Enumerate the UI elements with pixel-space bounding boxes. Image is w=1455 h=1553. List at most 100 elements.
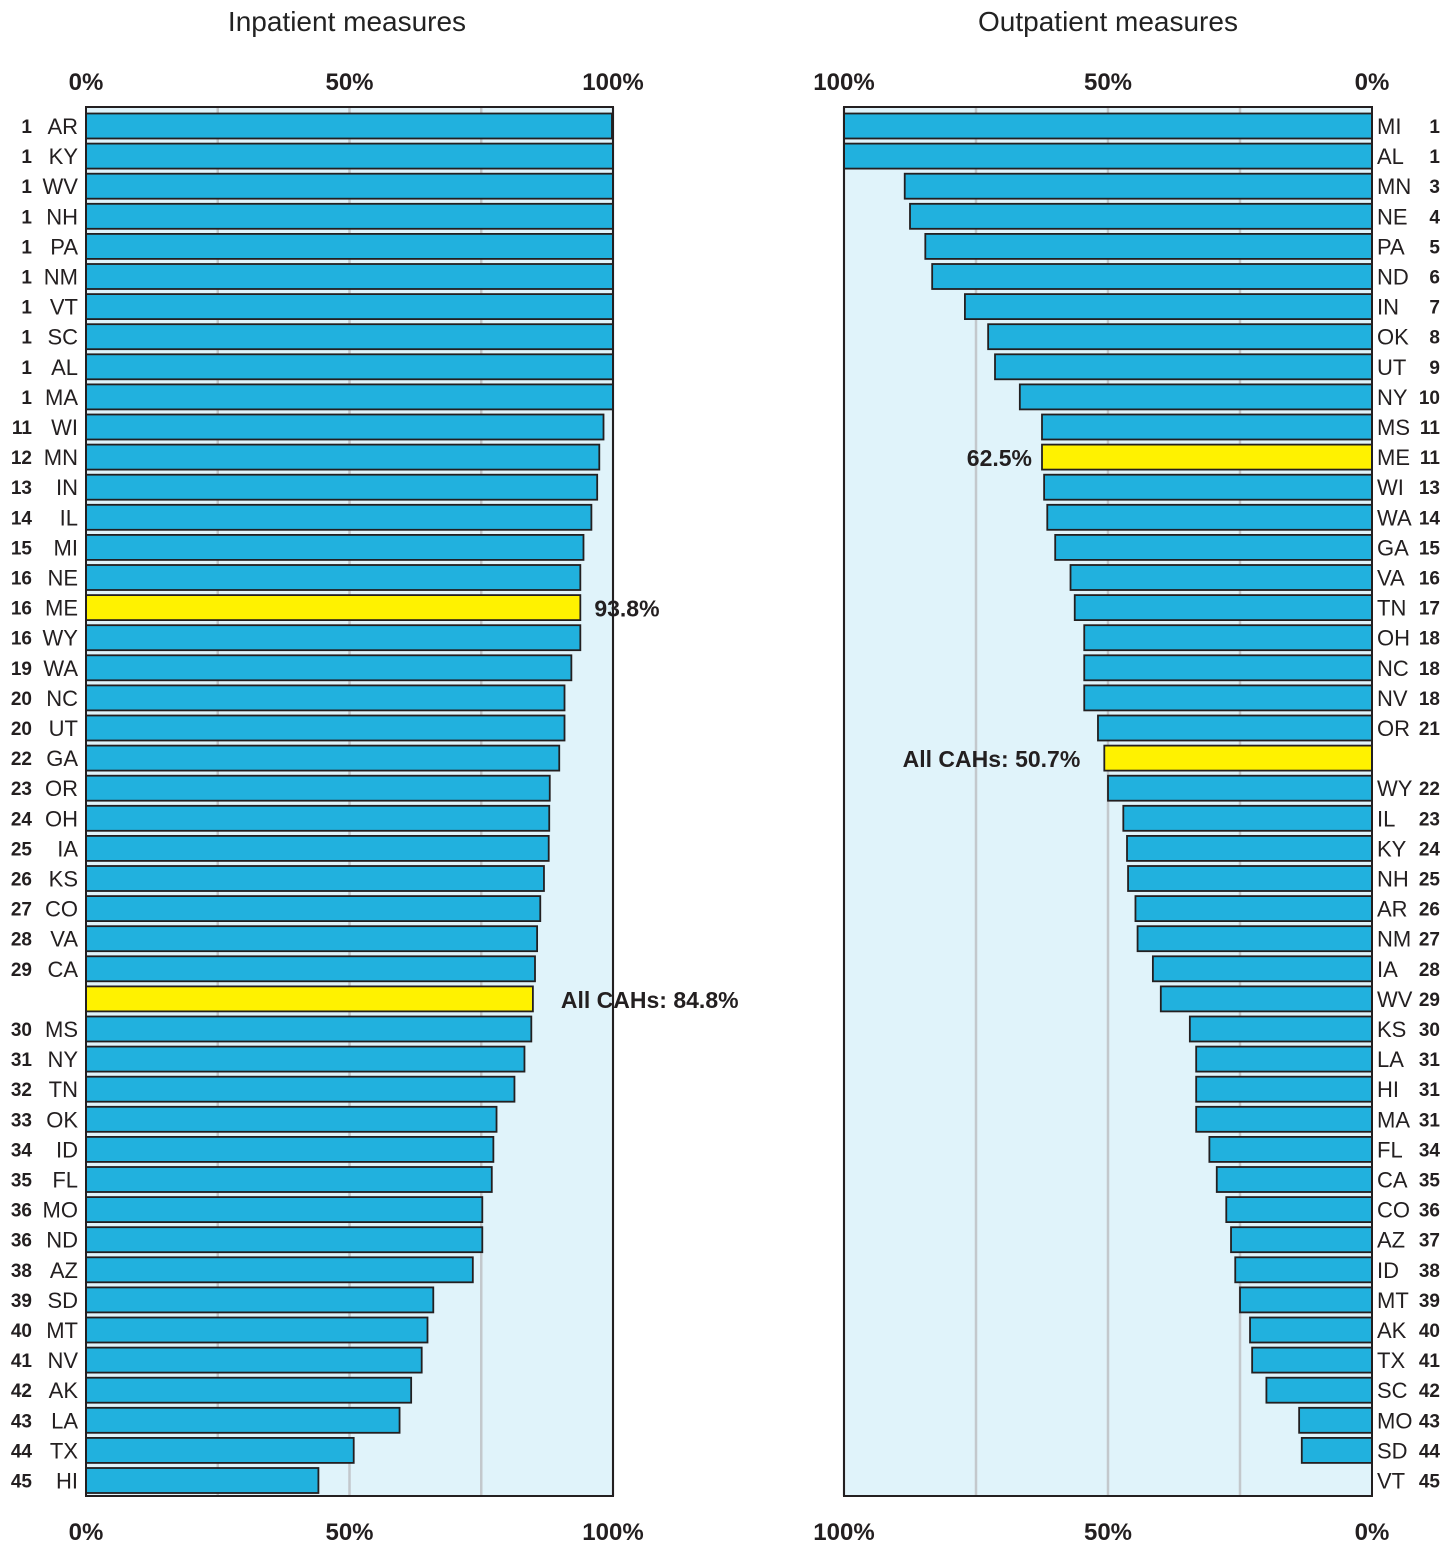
inpatient-rank-label: 1 <box>21 358 32 379</box>
outpatient-rank-label: 6 <box>1429 268 1440 289</box>
outpatient-bar <box>931 263 1373 290</box>
inpatient-bar <box>85 1136 495 1163</box>
outpatient-rank-label: 34 <box>1419 1140 1441 1161</box>
inpatient-bar <box>85 1346 423 1374</box>
outpatient-state-label: NY <box>1377 385 1408 410</box>
outpatient-rank-label: 18 <box>1419 629 1440 650</box>
inpatient-state-label: SD <box>47 1288 78 1313</box>
inpatient-bar <box>85 534 585 561</box>
inpatient-state-label: TN <box>49 1077 78 1102</box>
outpatient-state-label: SD <box>1377 1438 1408 1463</box>
outpatient-rank-label: 21 <box>1419 719 1441 740</box>
outpatient-bar <box>1054 534 1373 561</box>
outpatient-rank-label: 15 <box>1419 538 1441 559</box>
outpatient-state-label: NM <box>1377 927 1411 952</box>
inpatient-rank-label: 31 <box>11 1050 33 1071</box>
inpatient-bar <box>85 654 573 682</box>
inpatient-rank-label: 33 <box>11 1110 32 1131</box>
outpatient-rank-label: 28 <box>1419 960 1440 981</box>
inpatient-bar <box>85 1406 401 1434</box>
inpatient-state-label: ND <box>46 1228 78 1253</box>
inpatient-rank-label: 39 <box>11 1291 32 1312</box>
inpatient-bar <box>85 202 614 230</box>
inpatient-rank-label: 11 <box>12 418 33 439</box>
inpatient-rank-label: 16 <box>11 569 32 590</box>
outpatient-bar <box>903 172 1373 200</box>
inpatient-state-label: AK <box>49 1378 79 1403</box>
outpatient-bar <box>1083 684 1373 712</box>
inpatient-x-tick-label-bottom: 50% <box>325 1519 373 1546</box>
outpatient-rank-label: 11 <box>1420 418 1441 439</box>
inpatient-highlight-annotation: All CAHs: 84.8% <box>561 987 739 1013</box>
outpatient-rank-label: 9 <box>1429 358 1440 379</box>
outpatient-bar <box>1126 835 1373 862</box>
outpatient-bar <box>1127 865 1373 892</box>
inpatient-bar <box>85 293 614 321</box>
inpatient-rank-label: 1 <box>21 177 32 198</box>
inpatient-bar <box>85 564 582 591</box>
inpatient-bar <box>85 955 536 983</box>
outpatient-bar-highlight <box>1041 443 1373 471</box>
outpatient-bar <box>1097 714 1373 742</box>
outpatient-state-label: WI <box>1377 475 1404 500</box>
inpatient-rank-label: 1 <box>21 328 32 349</box>
outpatient-bar <box>1069 564 1373 591</box>
inpatient-rank-label: 30 <box>11 1020 32 1041</box>
inpatient-state-label: SC <box>47 325 78 350</box>
inpatient-rank-label: 40 <box>11 1321 32 1342</box>
inpatient-bar <box>85 142 614 170</box>
inpatient-state-label: GA <box>46 746 78 771</box>
outpatient-state-label: MS <box>1377 415 1410 440</box>
outpatient-rank-label: 14 <box>1419 508 1441 529</box>
inpatient-state-label: FL <box>52 1168 78 1193</box>
outpatient-bar <box>1041 413 1373 441</box>
inpatient-rank-label: 36 <box>11 1231 32 1252</box>
outpatient-bar <box>1300 1437 1373 1464</box>
outpatient-state-label: MN <box>1377 174 1411 199</box>
outpatient-state-label: WV <box>1377 987 1413 1012</box>
inpatient-rank-label: 44 <box>11 1441 33 1462</box>
inpatient-rank-label: 38 <box>11 1261 32 1282</box>
inpatient-state-label: MA <box>45 385 78 410</box>
outpatient-bar-highlight <box>1103 744 1373 772</box>
inpatient-rank-label: 15 <box>11 538 33 559</box>
outpatient-rank-label: 31 <box>1419 1080 1441 1101</box>
inpatient-bar <box>85 684 566 712</box>
inpatient-state-label: CA <box>47 957 78 982</box>
inpatient-rank-label: 36 <box>11 1201 32 1222</box>
outpatient-bar <box>1122 804 1373 832</box>
inpatient-chart-title: Inpatient measures <box>228 6 466 37</box>
outpatient-bar <box>1230 1226 1373 1254</box>
inpatient-rank-label: 12 <box>11 448 32 469</box>
inpatient-state-label: NM <box>44 265 78 290</box>
outpatient-bar <box>1107 774 1373 802</box>
inpatient-state-label: WY <box>43 626 79 651</box>
outpatient-state-label: ID <box>1377 1258 1399 1283</box>
outpatient-x-tick-label-top: 100% <box>813 69 874 96</box>
outpatient-state-label: WY <box>1377 776 1413 801</box>
inpatient-bar <box>85 473 599 501</box>
inpatient-rank-label: 45 <box>11 1472 33 1493</box>
inpatient-state-label: NY <box>47 1047 78 1072</box>
inpatient-rank-label: 35 <box>11 1171 33 1192</box>
outpatient-rank-label: 18 <box>1419 659 1440 680</box>
outpatient-state-label: IL <box>1377 806 1395 831</box>
outpatient-state-label: NV <box>1377 686 1408 711</box>
outpatient-bar <box>1234 1256 1373 1284</box>
outpatient-rank-label: 36 <box>1419 1201 1440 1222</box>
outpatient-bar <box>1159 985 1373 1013</box>
inpatient-bar-highlight <box>85 985 534 1013</box>
outpatient-state-label: ME <box>1377 445 1410 470</box>
outpatient-plot-frame <box>843 106 1373 1497</box>
inpatient-state-label: VA <box>50 927 78 952</box>
inpatient-state-label: ME <box>45 596 78 621</box>
inpatient-state-label: ID <box>56 1137 78 1162</box>
outpatient-state-label: WA <box>1377 505 1412 530</box>
inpatient-state-label: NC <box>46 686 78 711</box>
outpatient-bar <box>1298 1406 1373 1434</box>
inpatient-rank-label: 13 <box>11 478 32 499</box>
outpatient-rank-label: 26 <box>1419 900 1440 921</box>
outpatient-bar <box>1188 1015 1373 1043</box>
outpatient-state-label: KS <box>1377 1017 1406 1042</box>
